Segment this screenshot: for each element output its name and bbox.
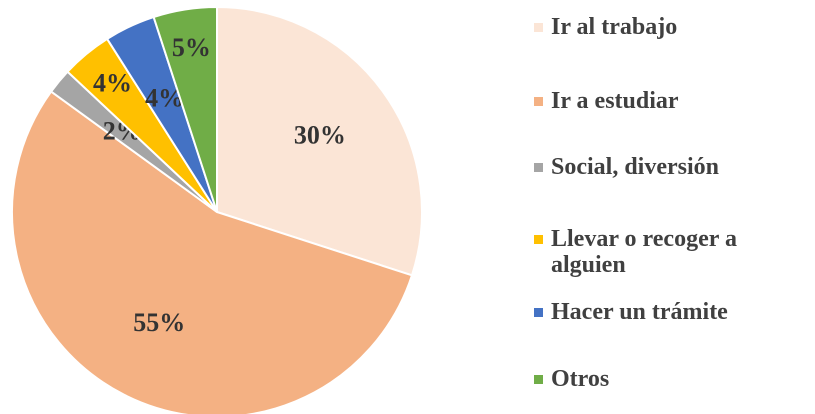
- pie-slice: [152, 5, 218, 213]
- data-label: 30%: [294, 120, 346, 149]
- pie-slice: [216, 5, 423, 277]
- data-label: 4%: [93, 69, 132, 98]
- data-label: 5%: [172, 33, 211, 62]
- legend-item: Ir al trabajo: [530, 14, 810, 40]
- legend-label: Otros: [551, 366, 610, 392]
- legend-swatch: [534, 163, 543, 172]
- legend-item: Social, diversión: [530, 154, 810, 180]
- legend-item: Hacer un trámite: [530, 299, 810, 325]
- legend-swatch: [534, 235, 543, 244]
- legend-swatch: [534, 375, 543, 384]
- legend-label: Ir a estudiar: [551, 88, 679, 114]
- legend-swatch: [534, 97, 543, 106]
- legend-label: Ir al trabajo: [551, 14, 678, 40]
- data-label: 55%: [133, 308, 185, 337]
- legend-swatch: [534, 23, 543, 32]
- legend-item: Llevar o recoger a alguien: [530, 226, 810, 278]
- legend-item: Otros: [530, 366, 810, 392]
- legend-label: Social, diversión: [551, 154, 720, 180]
- legend-swatch: [534, 308, 543, 317]
- legend-label: Llevar o recoger a alguien: [551, 226, 737, 278]
- legend-item: Ir a estudiar: [530, 88, 810, 114]
- pie-slice: [11, 90, 414, 414]
- legend-label: Hacer un trámite: [551, 299, 728, 325]
